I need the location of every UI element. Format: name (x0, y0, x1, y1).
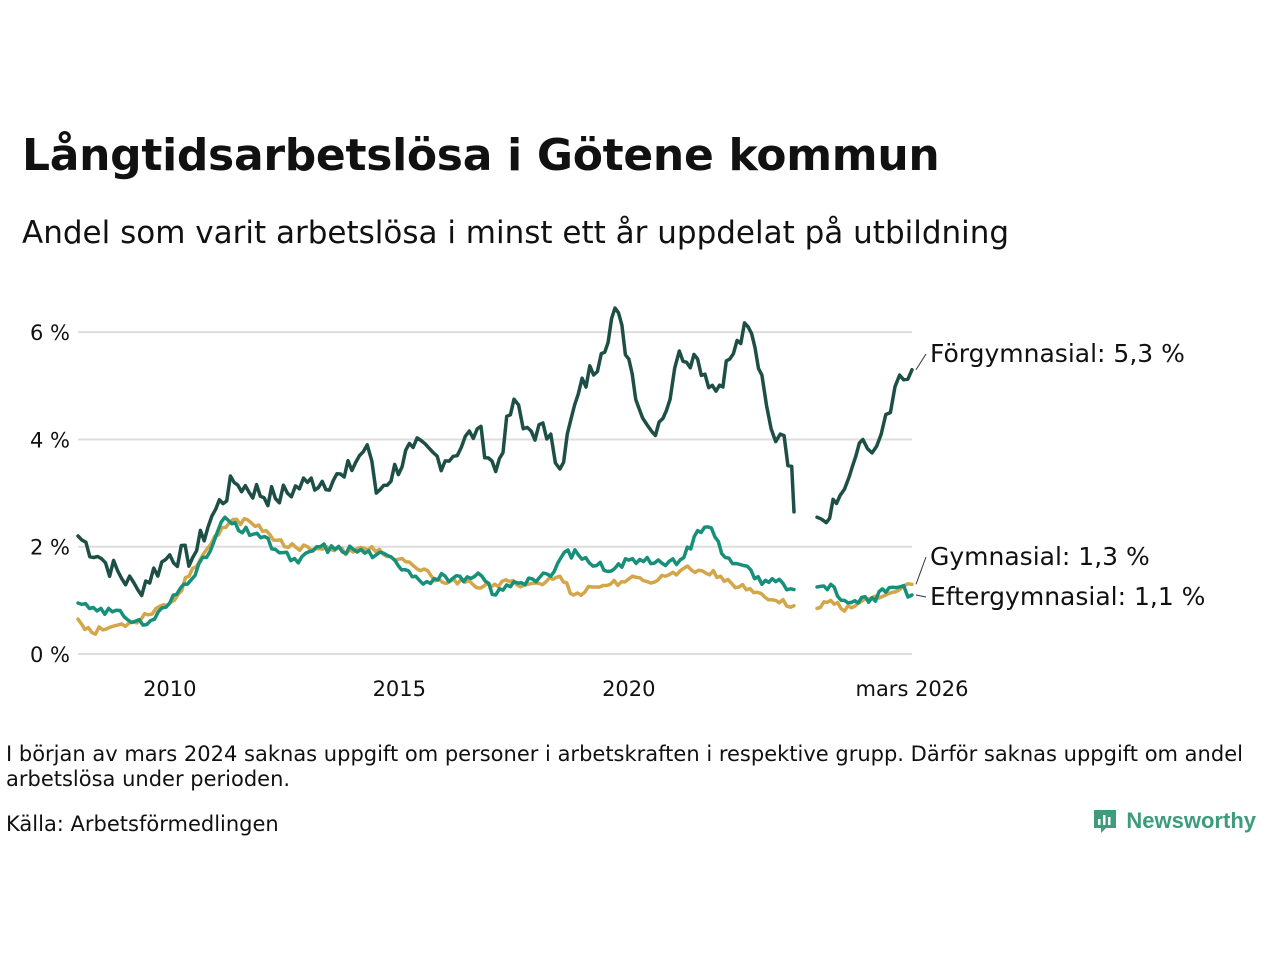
chart-note: I början av mars 2024 saknas uppgift om … (6, 742, 1243, 791)
leader-line-gymnasial (915, 556, 927, 585)
series-line-forgymnasial (815, 367, 914, 525)
leader-line-eftergymnasial (915, 594, 927, 598)
page-subtitle: Andel som varit arbetslösa i minst ett å… (22, 215, 1010, 251)
series-line-gymnasial (76, 515, 796, 627)
series-label-forgymnasial: Förgymnasial: 5,3 % (930, 339, 1185, 368)
series-line-eftergymnasial (815, 582, 914, 613)
page-title: Långtidsarbetslösa i Götene kommun (22, 130, 940, 181)
series-line-forgymnasial (76, 306, 796, 598)
series-line-gymnasial (815, 582, 914, 605)
brand-logo[interactable]: Newsworthy (1092, 808, 1256, 834)
x-tick-label: mars 2026 (855, 677, 968, 701)
series-line-eftergymnasial (76, 516, 796, 636)
newsworthy-chart-icon (1094, 810, 1117, 833)
x-tick-label: 2015 (373, 677, 426, 701)
series-label-eftergymnasial: Eftergymnasial: 1,1 % (930, 582, 1205, 611)
x-tick-label: 2010 (143, 677, 196, 701)
y-tick-label: 2 % (30, 536, 70, 560)
y-tick-label: 0 % (30, 643, 70, 667)
leader-line-forgymnasial (915, 353, 927, 370)
brand-name: Newsworthy (1126, 808, 1256, 833)
y-tick-label: 6 % (30, 321, 70, 345)
series-label-gymnasial: Gymnasial: 1,3 % (930, 542, 1150, 571)
y-tick-label: 4 % (30, 428, 70, 452)
source-label: Källa: Arbetsförmedlingen (6, 812, 279, 836)
x-tick-label: 2020 (602, 677, 655, 701)
